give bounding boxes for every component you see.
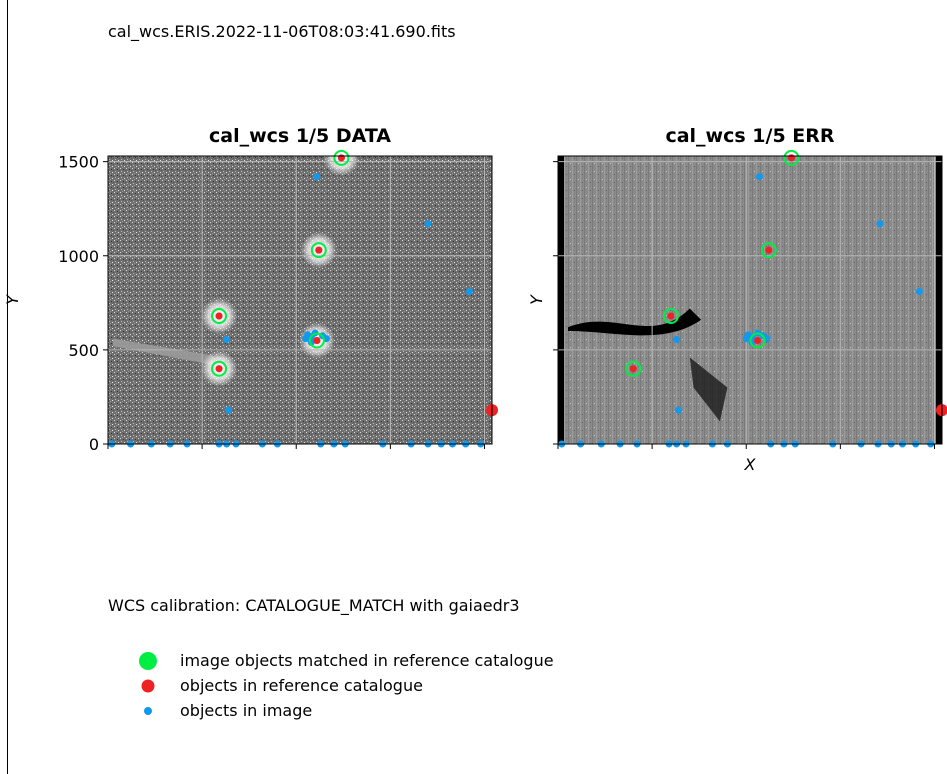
image-object-point <box>224 406 232 414</box>
legend-label: objects in image <box>180 701 313 720</box>
axes-frame <box>557 155 943 445</box>
image-background <box>558 156 942 444</box>
blue-dot-icon <box>144 706 152 715</box>
image-object-point <box>424 220 432 228</box>
matched-object-point <box>625 360 642 377</box>
matched-object-point <box>760 242 777 259</box>
panel-title: cal_wcs 1/5 DATA <box>209 125 391 147</box>
reference-object-point <box>215 312 223 320</box>
matched-object-point <box>333 149 350 166</box>
y-tick-label: 1500 <box>58 153 99 172</box>
image-object-point <box>742 335 750 343</box>
y-axis-label: Y <box>3 294 22 305</box>
matched-object-point <box>310 242 327 259</box>
image-object-point <box>302 335 310 343</box>
left-border-line <box>7 0 8 774</box>
y-tick-label: 0 <box>89 435 99 454</box>
image-object-point <box>313 173 321 181</box>
panel-title: cal_wcs 1/5 ERR <box>665 125 834 147</box>
matched-object-point <box>308 332 325 349</box>
legend-label: objects in reference catalogue <box>180 676 423 695</box>
reference-object-point <box>215 365 223 373</box>
image-edge-mask <box>558 156 564 444</box>
image-streak <box>113 338 214 365</box>
image-object-point <box>673 336 681 344</box>
image-object-point <box>915 288 923 296</box>
image-artifact <box>689 357 728 422</box>
reference-object-point <box>754 336 762 344</box>
reference-object-point <box>313 336 321 344</box>
matched-object-point <box>749 332 766 349</box>
x-axis-label: X <box>744 455 757 474</box>
figure-filename: cal_wcs.ERIS.2022-11-06T08:03:41.690.fit… <box>108 22 456 41</box>
chart-panel-2: cal_wcs 1/5 ERR Y X <box>527 125 947 474</box>
red-dot-icon <box>141 679 155 692</box>
image-background <box>108 156 492 444</box>
reference-object-point <box>315 246 323 254</box>
calibration-text: WCS calibration: CATALOGUE_MATCH with ga… <box>108 596 520 615</box>
reference-object-point <box>629 365 637 373</box>
image-object-point <box>465 288 473 296</box>
image-edge-mask <box>936 156 942 444</box>
axes-frame <box>107 155 493 445</box>
image-object-point <box>876 220 884 228</box>
y-axis-label: Y <box>527 294 546 305</box>
legend-label: image objects matched in reference catal… <box>180 651 554 670</box>
reference-object-point <box>787 154 795 162</box>
reference-object-point <box>337 154 345 162</box>
image-artifact <box>568 308 702 336</box>
y-tick-label: 500 <box>68 341 99 360</box>
matched-object-point <box>783 149 800 166</box>
chart-panel-1: 0 500 1000 1500 cal_wcs 1/5 DATA Y <box>3 125 498 454</box>
reference-object-point <box>667 312 675 320</box>
green-dot-icon <box>139 651 157 670</box>
image-object-point <box>223 336 231 344</box>
image-object-point <box>755 173 763 181</box>
reference-object-point <box>765 246 773 254</box>
matched-object-point <box>211 360 228 377</box>
matched-object-point <box>662 308 679 324</box>
matched-object-point <box>211 308 228 324</box>
y-tick-label: 1000 <box>58 247 99 266</box>
image-object-point <box>674 406 682 414</box>
